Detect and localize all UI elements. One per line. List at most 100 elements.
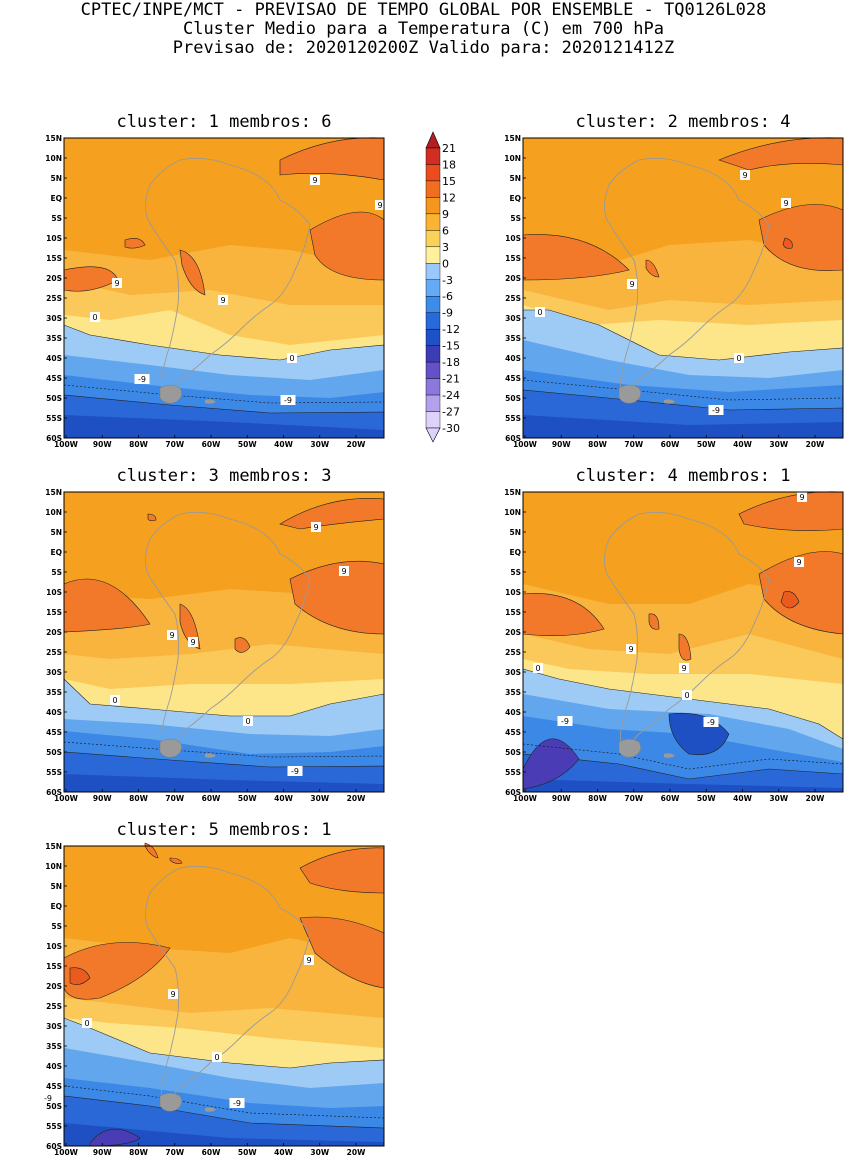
colorbar-swatch	[425, 296, 441, 313]
lat-tick-label: 45S	[46, 728, 62, 737]
temperature-band-7	[523, 779, 843, 792]
lat-tick-label: 60S	[505, 434, 521, 443]
lat-tick-label: 40S	[46, 1062, 62, 1071]
lat-tick-label: 40S	[46, 354, 62, 363]
lat-tick-label: 60S	[46, 1142, 62, 1151]
contour-label-box	[112, 278, 122, 288]
map-panel-cluster-5: 9 9 0 0 -9 -9 15N 10N 5N EQ 5S 10S 15S 20S 25S 30S 35S 40…	[40, 842, 385, 1157]
contour-label: 0	[84, 1019, 89, 1028]
lon-tick-label: 90W	[93, 440, 112, 449]
contour-label-box	[168, 989, 178, 999]
contour-label: -9	[233, 1099, 241, 1108]
coastline	[145, 865, 311, 1107]
map-layers: 9 9 9 9 0 0 -9 -9	[522, 491, 844, 793]
lon-tick-label: 100W	[513, 794, 538, 803]
lat-tick-label: 25S	[505, 648, 521, 657]
lat-tick-label: 35S	[46, 334, 62, 343]
lat-tick-label: 30S	[46, 1022, 62, 1031]
temperature-contour-5	[147, 513, 157, 522]
colorbar-level-label: -15	[442, 340, 460, 353]
contour-label: 9	[220, 296, 225, 305]
lat-tick-label: 25S	[46, 294, 62, 303]
contour-label: -9	[712, 406, 720, 415]
lat-tick-label: 5N	[51, 174, 63, 183]
contour-label-box	[797, 492, 807, 502]
map-panel-cluster-2: 9 9 9 0 0 -9 15N 10N 5N EQ 5S 10S 15S 20S 25S 30S 35S 40S…	[504, 134, 844, 449]
contour-label-box	[557, 716, 573, 726]
lat-tick-label: 60S	[46, 788, 62, 797]
contour-label-box	[167, 630, 177, 640]
temperature-band-7	[523, 415, 843, 438]
lon-tick-label: 30W	[769, 440, 788, 449]
colorbar-swatch	[425, 312, 441, 330]
contour-label: 0	[736, 354, 741, 363]
lat-tick-label: 10N	[45, 862, 62, 871]
lat-tick-label: 60S	[505, 788, 521, 797]
coastline	[604, 511, 770, 753]
lat-tick-label: 55S	[505, 414, 521, 423]
contour-label-box	[229, 1098, 245, 1108]
lon-tick-label: 50W	[697, 794, 716, 803]
contour-label: 9	[190, 638, 195, 647]
temperature-contour-4	[648, 613, 660, 630]
lon-tick-label: 70W	[165, 440, 184, 449]
lon-tick-label: 50W	[238, 794, 257, 803]
panel-title-cluster-5: cluster: 5 membros: 1	[116, 820, 332, 840]
colorbar-swatch	[425, 378, 441, 396]
map-frame	[63, 491, 385, 793]
lat-tick-label: 10S	[46, 234, 62, 243]
contour-label: 9	[341, 567, 346, 576]
temperature-contour-2	[63, 942, 171, 1000]
lon-tick-label: 90W	[552, 794, 571, 803]
map-frame	[63, 137, 385, 439]
colorbar-swatch	[425, 411, 441, 429]
lon-tick-label: 20W	[806, 794, 825, 803]
contour-label: 9	[742, 171, 747, 180]
contour-label-box	[703, 717, 719, 727]
colorbar-swatch	[425, 394, 441, 412]
contour-label-box	[781, 198, 791, 208]
contour-label: 9	[114, 279, 119, 288]
lat-tick-label: 15S	[505, 608, 521, 617]
falkland-islands	[664, 399, 675, 404]
contour-label-box	[134, 374, 150, 384]
header-dates: Previsao de: 2020120200Z Valido para: 20…	[172, 38, 675, 58]
lat-tick-label: 40S	[46, 708, 62, 717]
lon-tick-label: 100W	[513, 440, 538, 449]
contour-label-box	[734, 353, 744, 363]
contour-label-box	[626, 644, 636, 654]
panel-title-cluster-2: cluster: 2 membros: 4	[575, 112, 791, 132]
lat-tick-label: 40S	[505, 708, 521, 717]
contour-label-box	[304, 955, 314, 965]
lat-tick-label: 10N	[504, 154, 521, 163]
lat-tick-label: 5S	[51, 568, 62, 577]
temperature-contour-4	[234, 637, 251, 653]
colorbar-swatch	[425, 180, 441, 198]
tierra-del-fuego	[618, 738, 641, 758]
contour-label-box	[794, 557, 804, 567]
lat-tick-label: 15N	[45, 842, 62, 851]
colorbar-level-label: -27	[442, 406, 460, 419]
lat-tick-label: 25S	[46, 1002, 62, 1011]
lat-tick-label: 5N	[51, 882, 63, 891]
colorbar-swatch	[425, 345, 441, 363]
lat-tick-label: 15N	[45, 134, 62, 143]
contour-label: 0	[92, 313, 97, 322]
contour-label-box	[339, 566, 349, 576]
lat-tick-label: 15S	[46, 254, 62, 263]
lat-tick-label: 5N	[510, 528, 522, 537]
lat-tick-label: 10N	[504, 508, 521, 517]
colorbar-swatch	[425, 328, 441, 346]
contour-label: 9	[312, 176, 317, 185]
colorbar-swatch	[425, 197, 441, 215]
contour-label: 0	[684, 691, 689, 700]
lat-tick-label: 10N	[45, 508, 62, 517]
contour-label: 9	[681, 664, 686, 673]
falkland-islands	[205, 1107, 216, 1112]
contour-label: 9	[799, 493, 804, 502]
tierra-del-fuego	[618, 384, 641, 404]
temperature-band-7	[64, 1123, 384, 1146]
temperature-contour-4	[124, 238, 146, 249]
contour-label-box	[212, 1052, 222, 1062]
colorbar-bottom-arrow	[425, 427, 441, 443]
